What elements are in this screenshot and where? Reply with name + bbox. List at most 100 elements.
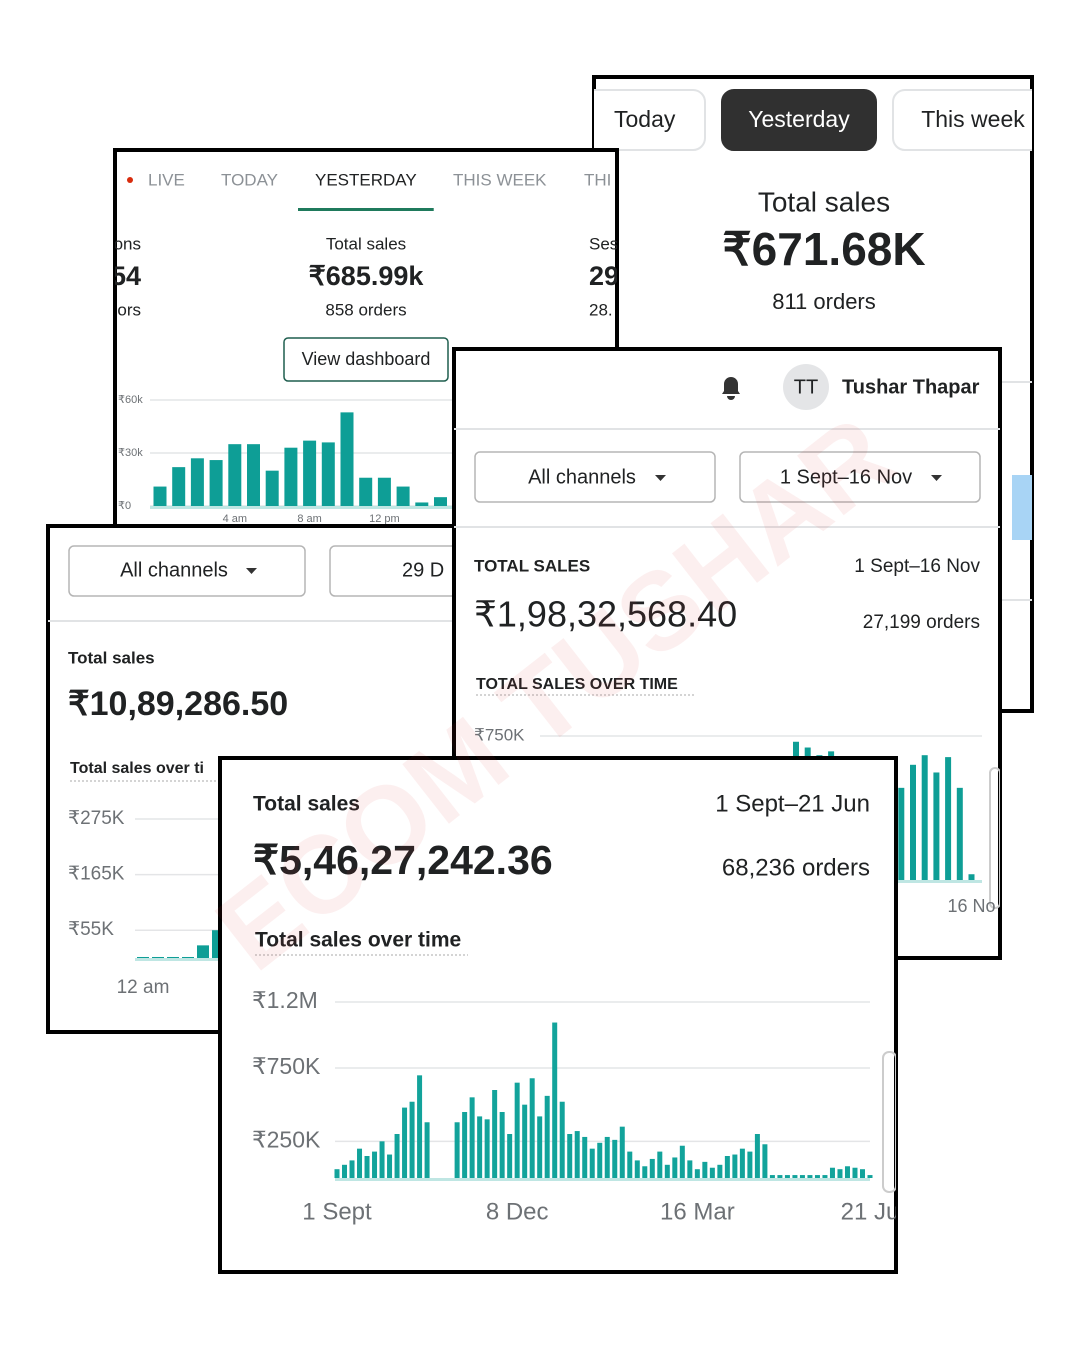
bar	[799, 1175, 805, 1178]
y-tick-label: ₹750K	[474, 725, 525, 744]
user-name[interactable]: Tushar Thapar	[842, 376, 980, 398]
bar	[409, 1101, 415, 1178]
bar	[396, 486, 410, 506]
bar	[402, 1107, 408, 1178]
bar	[769, 1175, 775, 1178]
bar	[762, 1144, 768, 1178]
bar	[945, 757, 952, 880]
bar	[340, 412, 354, 506]
sales-label: TOTAL SALES	[474, 556, 590, 575]
sales-amount: ₹1,98,32,568.40	[474, 594, 737, 635]
view-dashboard-button[interactable]: View dashboard	[302, 349, 431, 369]
y-tick-label: ₹165K	[68, 864, 125, 885]
bar	[228, 444, 242, 506]
tab[interactable]: This week	[921, 106, 1025, 132]
dropdown-frame[interactable]	[329, 545, 530, 597]
tab-underline	[298, 208, 434, 211]
bar	[732, 1154, 738, 1178]
avatar-initials: TT	[794, 376, 818, 398]
bar	[182, 956, 194, 958]
bar	[687, 1160, 693, 1178]
bar	[694, 1169, 700, 1178]
caret	[931, 475, 942, 481]
tab[interactable]: Yesterday	[748, 106, 850, 132]
bar	[829, 1167, 835, 1178]
caret	[655, 475, 666, 481]
bar	[910, 764, 916, 880]
caret	[246, 568, 257, 574]
bell-icon[interactable]	[722, 377, 740, 400]
y-tick-label: ₹60k	[118, 394, 143, 406]
tab-frame[interactable]	[721, 89, 877, 151]
x-tick-label: 8 Dec	[486, 1198, 549, 1225]
sales-amount: ₹10,89,286.50	[68, 685, 288, 723]
bar	[784, 1175, 790, 1178]
bar	[844, 1166, 850, 1178]
sales-label: Total sales	[68, 648, 155, 667]
bar	[424, 1122, 430, 1178]
bar	[754, 1134, 760, 1178]
bar	[372, 1151, 378, 1178]
bar	[739, 1148, 745, 1178]
tab[interactable]: TODAY	[221, 170, 278, 189]
bar	[822, 1175, 828, 1178]
card-frame	[218, 756, 898, 1274]
tab-frame[interactable]	[560, 89, 706, 151]
stat-label: Ses	[589, 234, 618, 253]
tab[interactable]: THI	[584, 170, 611, 189]
date-dropdown[interactable]: 29 D	[402, 559, 444, 581]
bar	[559, 1101, 565, 1178]
bar	[247, 444, 260, 506]
bar	[567, 1134, 573, 1178]
sales-amount: ₹685.99k	[309, 261, 425, 291]
bar	[574, 1131, 580, 1178]
bar	[137, 956, 149, 958]
bar	[265, 470, 279, 506]
bar	[190, 458, 204, 506]
y-tick-label: ₹55K	[68, 919, 114, 940]
bar	[462, 1112, 468, 1178]
date-dropdown[interactable]: 1 Sept–16 Nov	[780, 466, 912, 488]
avatar[interactable]	[783, 364, 829, 410]
bar	[492, 1090, 498, 1178]
bar	[334, 1169, 340, 1178]
chart-title: Total sales over ti	[70, 760, 204, 777]
bar	[387, 1154, 393, 1178]
bar	[364, 1156, 370, 1178]
x-tick-label: 4 am	[223, 513, 247, 525]
bar	[627, 1151, 633, 1178]
bar	[867, 1175, 873, 1178]
channel-dropdown[interactable]: All channels	[528, 466, 636, 488]
date-range: 1 Sept–16 Nov	[854, 556, 980, 577]
channel-dropdown[interactable]: All channels	[120, 559, 228, 581]
tab-frame[interactable]	[892, 89, 1053, 151]
bar	[544, 1095, 550, 1178]
bar	[747, 1151, 753, 1178]
tab[interactable]: THIS WEEK	[453, 170, 547, 189]
dropdown-frame[interactable]	[739, 451, 981, 503]
tab[interactable]: Today	[614, 106, 676, 132]
tab[interactable]: LIVE	[148, 170, 185, 189]
bar	[342, 1164, 348, 1178]
dropdown-frame[interactable]	[474, 451, 716, 503]
bar	[284, 447, 298, 506]
bar	[649, 1158, 655, 1178]
stat-label: ons	[114, 234, 141, 253]
bar	[197, 945, 209, 958]
bar	[582, 1136, 588, 1178]
bar	[537, 1116, 543, 1178]
tab[interactable]: YESTERDAY	[315, 170, 417, 189]
dropdown-frame[interactable]	[68, 545, 306, 597]
sales-label: Total sales	[253, 793, 360, 816]
scroll-accent	[1012, 475, 1032, 540]
bar	[968, 874, 975, 880]
bar	[454, 1122, 460, 1178]
bar	[417, 1075, 423, 1178]
bar	[514, 1082, 520, 1178]
x-tick-label: 16 Mar	[660, 1198, 735, 1225]
bar	[589, 1148, 595, 1178]
button-frame[interactable]	[283, 337, 449, 382]
y-tick-label: ₹0	[118, 500, 131, 512]
bar	[702, 1161, 708, 1178]
y-tick-label: ₹30k	[118, 447, 143, 459]
